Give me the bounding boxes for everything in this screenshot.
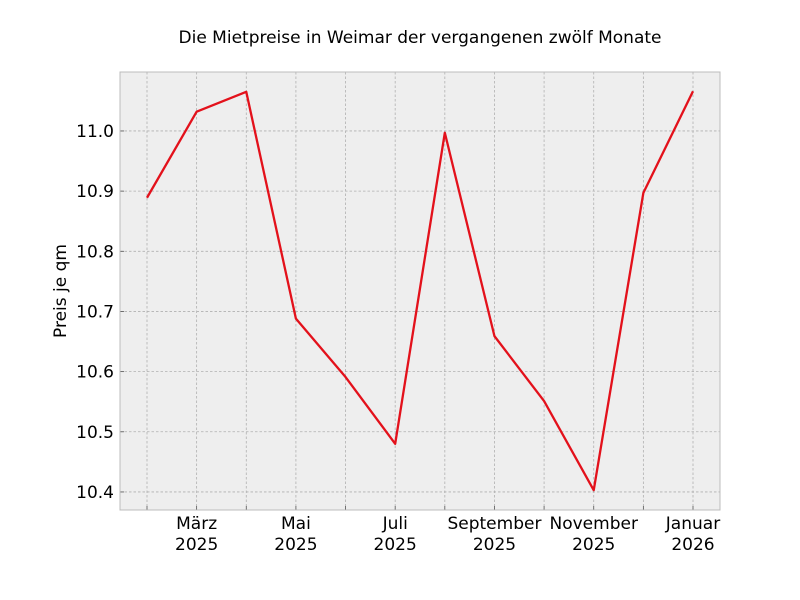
y-tick-label: 10.6 [76, 363, 114, 383]
series-line [146, 90, 695, 492]
plot-frame [119, 71, 721, 511]
x-tick-label-year: 2025 [572, 535, 615, 555]
x-tick-label-year: 2025 [374, 535, 417, 555]
x-tick-label: Mai [281, 514, 311, 534]
chart-title: Die Mietpreise in Weimar der vergangenen… [179, 28, 662, 48]
x-tick-label-year: 2026 [671, 535, 714, 555]
x-tick-label: Januar [665, 514, 720, 534]
x-tick-label: September [447, 514, 541, 534]
x-tick-label-year: 2025 [473, 535, 516, 555]
y-tick-label: 10.4 [76, 483, 114, 503]
x-tick-label-year: 2025 [175, 535, 218, 555]
y-tick-label: 10.8 [76, 242, 114, 262]
y-tick-label: 11.0 [76, 122, 114, 142]
y-tick-label: 10.9 [76, 182, 114, 202]
y-tick-label: 10.7 [76, 302, 114, 322]
x-tick-label: Juli [382, 514, 408, 534]
x-tick-label: November [550, 514, 638, 534]
series [146, 90, 695, 492]
y-tick-label: 10.5 [76, 423, 114, 443]
ticks: 10.410.510.610.710.810.911.0März2025Mai2… [76, 122, 720, 555]
x-tick-label-year: 2025 [274, 535, 317, 555]
grid [120, 72, 720, 510]
x-tick-label: März [176, 514, 217, 534]
y-axis-label: Preis je qm [51, 244, 71, 338]
